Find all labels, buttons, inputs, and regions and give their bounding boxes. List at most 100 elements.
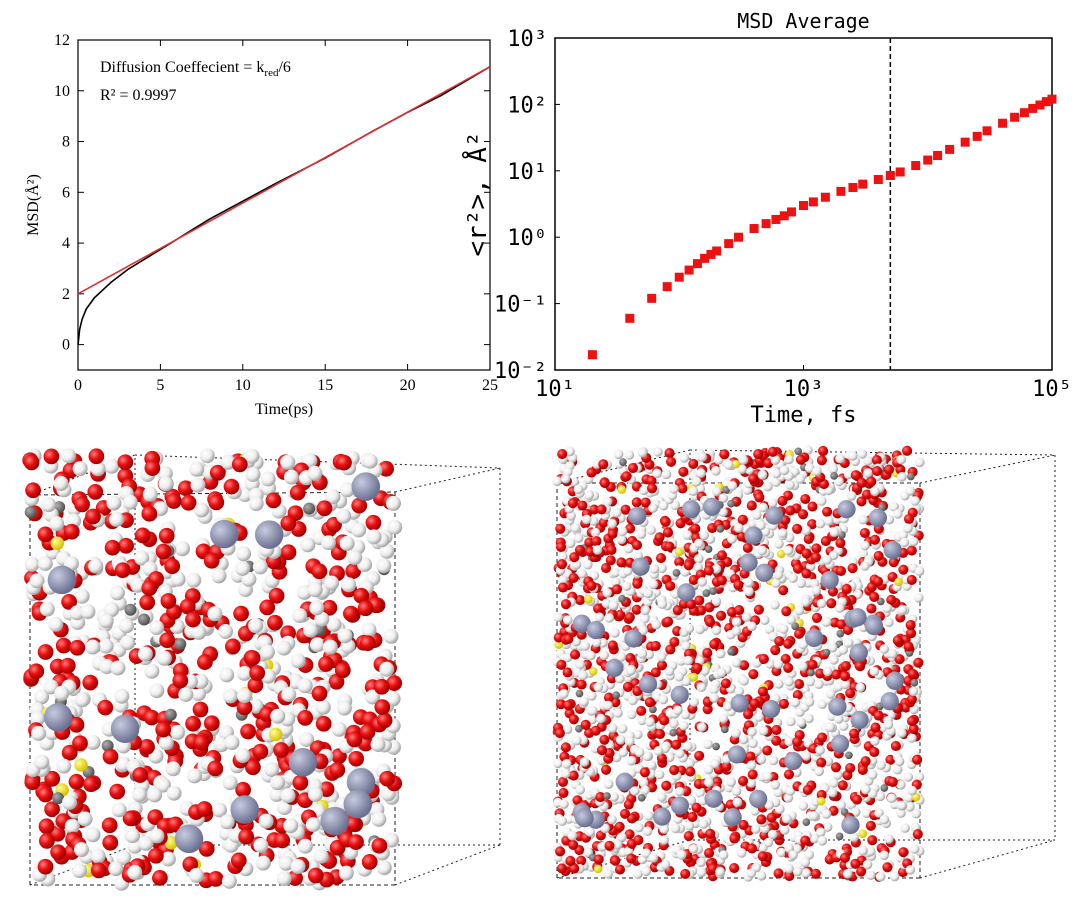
atom (276, 640, 292, 656)
atom (727, 481, 738, 491)
atom (624, 543, 634, 554)
ion (730, 694, 749, 713)
atom (155, 777, 171, 793)
atom (376, 712, 393, 729)
atom (903, 513, 915, 525)
atom (842, 624, 854, 635)
atom (763, 837, 774, 848)
atom (748, 473, 759, 484)
data-point (749, 224, 759, 234)
atom (838, 645, 849, 655)
atom (149, 620, 165, 636)
data-point (848, 183, 858, 193)
atom (817, 732, 828, 743)
atom (879, 814, 890, 825)
atom (742, 542, 753, 553)
atom (788, 573, 798, 583)
atom (603, 692, 615, 703)
atom (905, 802, 915, 812)
atom (328, 673, 345, 690)
msd-linear-chart: 0 5 10 15 20 25 0 2 4 6 8 10 12 Time(ps) MSD(Å²) Diffus… (24, 32, 498, 418)
atom (691, 476, 702, 487)
atom (908, 686, 919, 697)
atom (631, 540, 643, 551)
atom (837, 780, 848, 791)
atom (873, 550, 884, 561)
atom (807, 501, 818, 512)
atom (679, 720, 689, 731)
atom (160, 593, 177, 609)
atom (906, 545, 917, 556)
y-tick-label: 12 (54, 32, 70, 49)
atom (276, 871, 292, 886)
atom (897, 800, 907, 811)
atom (648, 579, 659, 590)
atom (218, 624, 234, 639)
atom (807, 519, 818, 530)
atom (599, 734, 610, 745)
atom (807, 668, 815, 677)
atom (196, 801, 213, 817)
atom (72, 735, 88, 752)
ion (670, 796, 690, 815)
atom (34, 689, 50, 705)
atom (588, 705, 598, 716)
ion (868, 508, 888, 528)
atom (557, 449, 568, 460)
atom (745, 751, 756, 762)
atom (869, 666, 880, 677)
atom (753, 449, 764, 460)
atom (680, 709, 691, 720)
atom (857, 764, 868, 775)
atom (563, 615, 573, 625)
atom (610, 567, 621, 578)
atom (559, 799, 569, 809)
atom (569, 552, 580, 563)
atom (847, 563, 858, 574)
ion (677, 583, 696, 602)
atom (624, 450, 635, 460)
atom (887, 776, 898, 787)
atom (253, 838, 269, 853)
atom (600, 823, 610, 834)
atom (907, 785, 917, 796)
atom (122, 810, 139, 827)
atom (607, 814, 617, 825)
atom (826, 598, 837, 609)
atom (556, 559, 568, 570)
atom (782, 638, 794, 649)
atom (139, 594, 156, 611)
atom (741, 612, 752, 622)
atom (887, 648, 898, 659)
atom (565, 855, 576, 866)
annotation: Diffusion Coeffecient = kred/6 (100, 59, 291, 79)
atom (831, 669, 842, 680)
atom (165, 761, 181, 777)
atom (38, 818, 55, 835)
atom (359, 635, 376, 651)
atom (325, 489, 341, 505)
ion (761, 699, 781, 719)
atom (839, 852, 851, 863)
y-tick-label: 10³ (507, 27, 547, 52)
atom (610, 855, 621, 866)
atom (709, 693, 719, 703)
atom (634, 747, 645, 758)
atom (190, 477, 206, 493)
atom (607, 640, 618, 651)
atom (828, 778, 839, 788)
data-point (779, 211, 789, 221)
atom (649, 705, 657, 714)
data-point (836, 186, 846, 196)
atom (198, 841, 215, 857)
atom (56, 758, 72, 774)
atom (843, 469, 854, 480)
atom (631, 497, 642, 508)
ion (704, 789, 723, 808)
atom (144, 460, 161, 476)
atom (652, 468, 662, 479)
atom (900, 823, 910, 833)
atom (63, 523, 80, 540)
atom (800, 597, 811, 607)
atom (772, 717, 783, 728)
